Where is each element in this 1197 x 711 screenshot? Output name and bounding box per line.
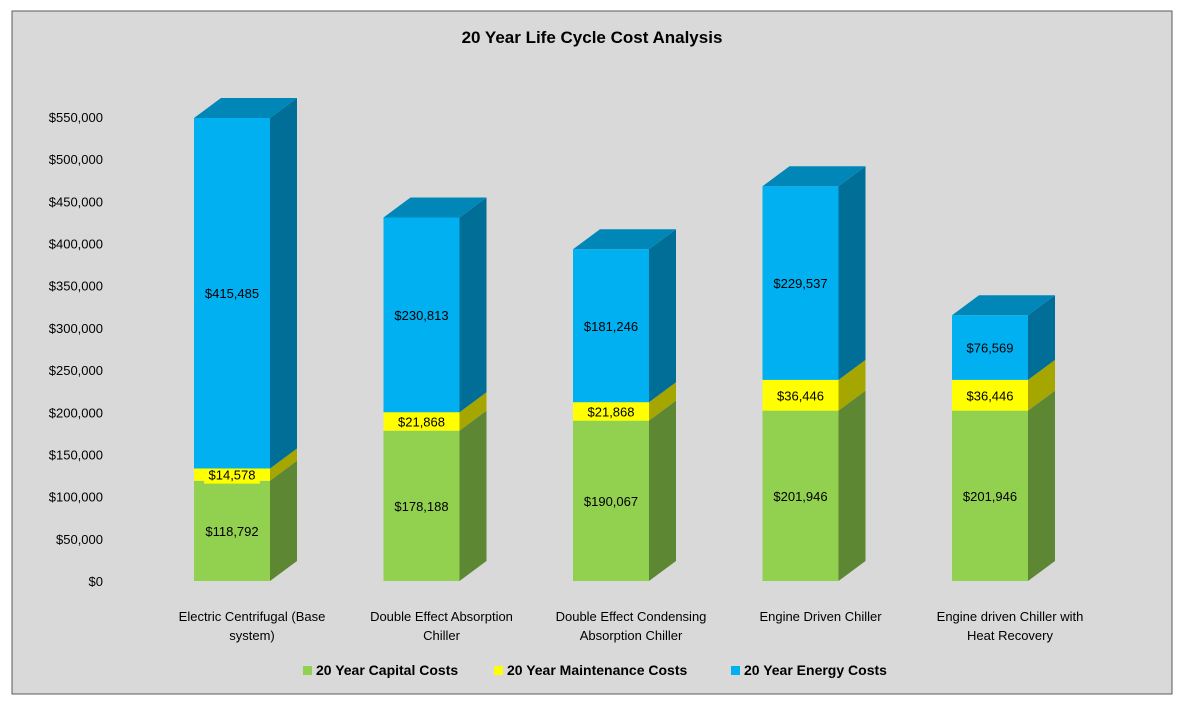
bar-segment-side [649,400,676,581]
bar-segment [762,186,839,380]
bar-top-face [383,197,487,218]
y-tick-label: $200,000 [49,405,103,420]
data-label: $21,868 [588,404,635,419]
x-tick-label: Engine Driven Chiller [759,609,882,624]
bar-segment-side [459,410,487,581]
y-tick-label: $550,000 [49,110,103,125]
data-label: $201,946 [773,489,827,504]
bar-segment [383,217,460,413]
legend-label: 20 Year Energy Costs [744,662,887,678]
x-axis: Electric Centrifugal (Base system) Double … [179,609,1084,643]
bar-top-face [762,166,866,187]
x-tick-label: Electric Centrifugal (Base system) [179,609,326,643]
bar-top-face [573,229,676,250]
legend-swatch [303,666,312,675]
bar-segment [194,117,270,469]
y-tick-label: $0 [89,574,103,589]
y-tick-label: $50,000 [56,532,103,547]
y-tick-label: $400,000 [49,237,103,252]
bar-segment-side [838,359,866,411]
legend-label: 20 Year Capital Costs [316,662,458,678]
data-label: $76,569 [967,341,1014,356]
bars: $118,792 $14,578 $415,485 $178,188 $21,868 $2… [194,97,1055,581]
y-tick-label: $500,000 [49,152,103,167]
x-tick-label: Engine driven Chiller with Heat Recovery [937,609,1084,643]
data-label-background [772,386,829,405]
data-label: $190,067 [584,494,638,509]
bar-stack: $201,946 $36,446 $76,569 [952,295,1055,581]
bar-top-face [952,295,1055,316]
bar-segment-side [1028,390,1055,581]
legend-label: 20 Year Maintenance Costs [507,662,687,678]
legend-swatch [494,666,503,675]
bar-segment [762,410,839,581]
data-label-background [204,465,260,484]
bar-segment [383,430,460,581]
bar-segment-side [459,197,487,413]
data-label: $229,537 [773,276,827,291]
data-label: $201,946 [963,489,1017,504]
legend: 20 Year Capital Costs 20 Year Maintenance… [303,662,887,678]
bar-segment-side [1028,359,1055,411]
legend-item: 20 Year Maintenance Costs [494,662,687,678]
bar-segment [573,249,649,403]
bar-segment-side [270,460,297,581]
y-tick-label: $150,000 [49,447,103,462]
legend-item: 20 Year Energy Costs [731,662,887,678]
bar-segment-side [838,166,866,380]
data-label: $36,446 [777,388,824,403]
legend-swatch [731,666,740,675]
bar-segment [194,480,270,581]
data-label: $181,246 [584,319,638,334]
data-label: $14,578 [209,468,256,483]
bar-segment [952,315,1028,380]
bar-segment-side [649,382,676,421]
y-tick-label: $450,000 [49,194,103,209]
data-label: $118,792 [205,524,258,539]
y-tick-label: $350,000 [49,279,103,294]
bar-stack: $201,946 $36,446 $229,537 [762,166,866,581]
bar-segment-side [459,392,487,431]
data-label-background [962,386,1018,405]
data-label: $415,485 [205,286,259,301]
bar-segment-side [649,229,676,403]
data-label: $36,446 [967,388,1014,403]
data-label: $178,188 [394,499,448,514]
data-label: $230,813 [394,308,448,323]
data-label-background [583,402,639,421]
bar-stack: $190,067 $21,868 $181,246 [573,229,676,581]
bar-segment-side [838,390,866,581]
y-tick-label: $300,000 [49,321,103,336]
bar-segment-side [1028,295,1055,380]
y-axis: $0 $50,000 $100,000 $150,000 $200,000 $250,00… [49,110,103,589]
legend-item: 20 Year Capital Costs [303,662,458,678]
bar-stack: $118,792 $14,578 $415,485 [194,97,297,581]
y-tick-label: $100,000 [49,490,103,505]
bar-segment-side [270,97,297,469]
data-label: $21,868 [398,414,445,429]
bar-segment [573,420,649,581]
chart-title: 20 Year Life Cycle Cost Analysis [462,28,723,47]
bar-top-face [194,97,297,118]
bar-segment [952,410,1028,581]
data-label-background [393,412,450,431]
bar-stack: $178,188 $21,868 $230,813 [383,197,487,581]
x-tick-label: Double Effect Condensing Absorption Chill… [556,609,707,643]
x-tick-label: Double Effect Absorption Chiller [370,609,513,643]
bar-segment-side [270,448,297,481]
y-tick-label: $250,000 [49,363,103,378]
